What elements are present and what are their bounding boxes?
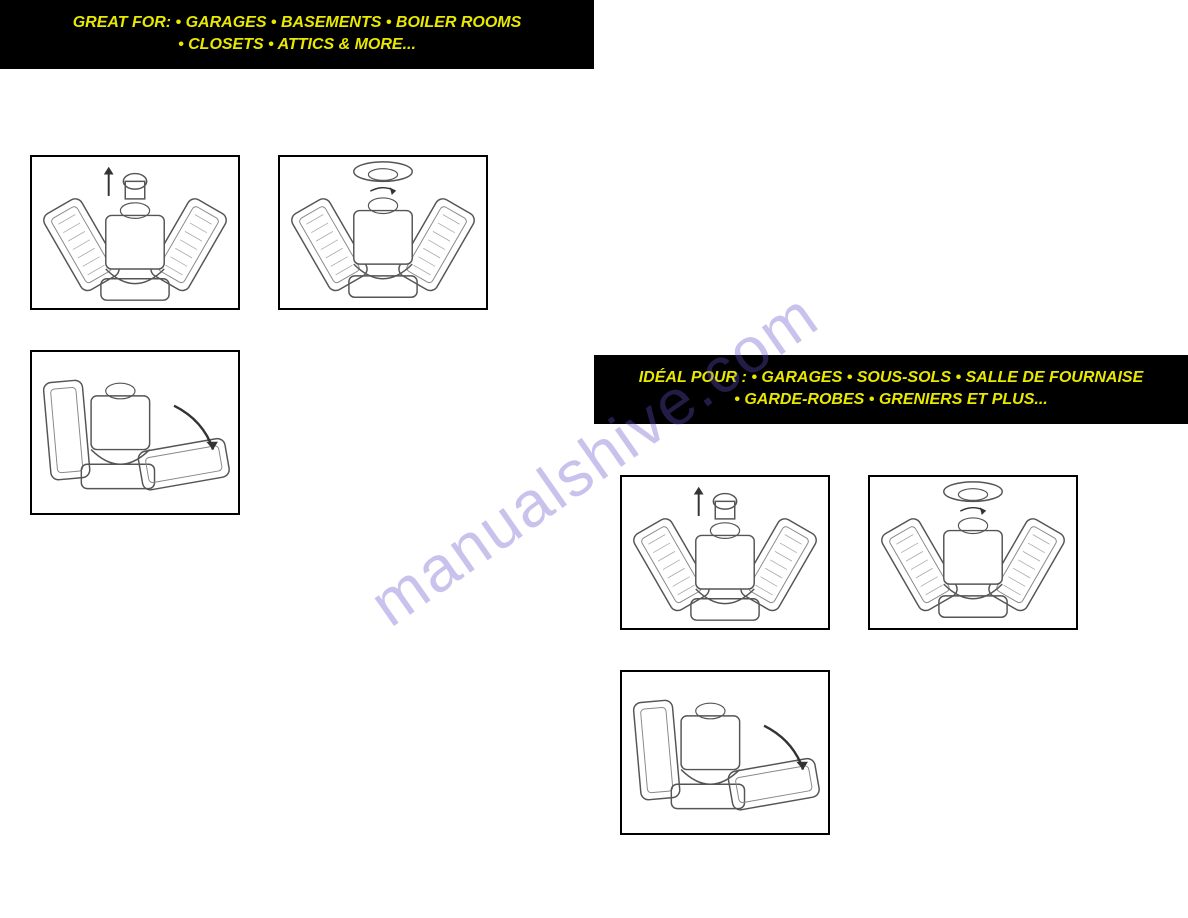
- light-fixture-remove-bulb-icon: [32, 157, 238, 308]
- banner-english: GREAT FOR: • GARAGES • BASEMENTS • BOILE…: [0, 0, 594, 69]
- diagram-fr-step3: [620, 670, 830, 835]
- banner-french: IDÉAL POUR : • GARAGES • SOUS-SOLS • SAL…: [594, 355, 1188, 424]
- diagram-fr-step2: [868, 475, 1078, 630]
- banner-en-line1: GREAT FOR: • GARAGES • BASEMENTS • BOILE…: [20, 12, 574, 34]
- light-fixture-adjust-panels-icon: [622, 672, 828, 833]
- diagram-en-step2: [278, 155, 488, 310]
- diagram-fr-step1: [620, 475, 830, 630]
- banner-fr-line2: • GARDE-ROBES • GRENIERS ET PLUS...: [614, 389, 1168, 411]
- banner-fr-line1: IDÉAL POUR : • GARAGES • SOUS-SOLS • SAL…: [614, 367, 1168, 389]
- diagram-en-step1: [30, 155, 240, 310]
- light-fixture-install-socket-icon: [280, 157, 486, 308]
- light-fixture-install-socket-icon: [870, 477, 1076, 628]
- diagram-en-step3: [30, 350, 240, 515]
- light-fixture-remove-bulb-icon: [622, 477, 828, 628]
- light-fixture-adjust-panels-icon: [32, 352, 238, 513]
- banner-en-line2: • CLOSETS • ATTICS & MORE...: [20, 34, 574, 56]
